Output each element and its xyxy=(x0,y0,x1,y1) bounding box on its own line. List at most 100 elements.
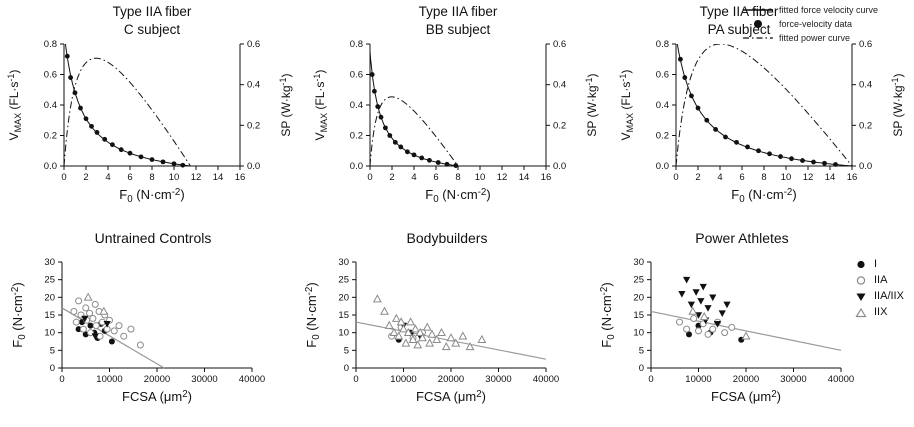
panel-fv-pa-subject: Type IIA fiber PA subject 0 2 4 6 8 10 12 14 16 0… xyxy=(614,0,914,222)
svg-text:4: 4 xyxy=(411,172,416,183)
svg-text:0.8: 0.8 xyxy=(350,39,363,50)
svg-text:30000: 30000 xyxy=(780,374,806,385)
svg-text:30000: 30000 xyxy=(485,374,511,385)
svg-text:0.6: 0.6 xyxy=(350,70,363,81)
svg-text:0: 0 xyxy=(367,172,372,183)
panel-fv-c-subject: Type IIA fiber C subject 0 2 4 6 8 10 12 14 16 0.… xyxy=(2,0,302,222)
legend-item-type-iix: IIX xyxy=(854,304,904,320)
svg-text:0.6: 0.6 xyxy=(44,70,57,81)
scatter-untrained-controls: 0 10000 20000 30000 40000 0 5 10 15 20 25 30 FCSA (μ… xyxy=(10,257,265,404)
svg-text:16: 16 xyxy=(847,172,858,183)
svg-text:2: 2 xyxy=(83,172,88,183)
filled-triangle-down-icon xyxy=(856,293,866,301)
legend-item-fitted-fv-curve: fitted force velocity curve xyxy=(742,3,878,17)
open-circle-icon xyxy=(856,275,866,285)
svg-text:20000: 20000 xyxy=(438,374,464,385)
scatter-bodybuilders: 0 10000 20000 30000 40000 0 5 10 15 20 25 30 FCSA (μ… xyxy=(304,257,559,404)
svg-text:10: 10 xyxy=(475,172,486,183)
svg-text:5: 5 xyxy=(50,345,55,356)
solid-line-icon xyxy=(743,9,773,11)
svg-text:0.4: 0.4 xyxy=(553,80,566,91)
panel-bodybuilders: Bodybuilders 0 10000 20000 30000 40000 0 5 10 15… xyxy=(302,230,592,426)
open-triangle-up-icon xyxy=(855,307,867,317)
svg-text:SP (W·kg-1): SP (W·kg-1) xyxy=(278,73,293,136)
svg-text:0.8: 0.8 xyxy=(656,39,669,50)
svg-text:0.2: 0.2 xyxy=(859,120,872,131)
svg-text:2: 2 xyxy=(389,172,394,183)
svg-text:0: 0 xyxy=(344,363,349,374)
svg-text:F0 (N·cm-2): F0 (N·cm-2) xyxy=(10,282,28,347)
svg-text:F0 (N·cm-2): F0 (N·cm-2) xyxy=(731,187,796,205)
svg-text:40000: 40000 xyxy=(533,374,559,385)
svg-text:20000: 20000 xyxy=(144,374,170,385)
chart-title-line1: Type IIA fiber xyxy=(418,4,498,19)
legend-label-type-i: I xyxy=(874,258,878,270)
svg-text:0.6: 0.6 xyxy=(553,39,566,50)
fiber-type-legend: I IIA IIA/IIX IIX xyxy=(854,256,904,320)
svg-text:0.2: 0.2 xyxy=(44,131,57,142)
svg-text:30000: 30000 xyxy=(191,374,217,385)
svg-text:25: 25 xyxy=(44,275,55,286)
svg-text:10: 10 xyxy=(338,328,349,339)
svg-text:SP (W·kg-1): SP (W·kg-1) xyxy=(890,73,905,136)
panel-power-athletes: Power Athletes 0 10000 20000 30000 40000 0 5 10… xyxy=(597,230,887,426)
svg-text:30: 30 xyxy=(633,257,644,268)
chart-title-bodybuilders: Bodybuilders xyxy=(406,230,488,246)
svg-text:VMAX (FL·s-1): VMAX (FL·s-1) xyxy=(6,70,23,141)
svg-text:0.4: 0.4 xyxy=(656,100,669,111)
svg-text:FCSA (μm2): FCSA (μm2) xyxy=(416,389,486,404)
fv-chart-c-subject: 0 2 4 6 8 10 12 14 160.00.20.40.60.80.00.20.40.6… xyxy=(6,39,293,205)
legend-item-type-iia-iix: IIA/IIX xyxy=(854,288,904,304)
svg-text:0.2: 0.2 xyxy=(350,131,363,142)
svg-text:12: 12 xyxy=(191,172,202,183)
legend-label-type-iia: IIA xyxy=(874,274,888,286)
svg-text:8: 8 xyxy=(149,172,154,183)
svg-text:0.4: 0.4 xyxy=(247,80,260,91)
svg-text:0.0: 0.0 xyxy=(44,161,57,172)
fv-legend: fitted force velocity curve force-veloci… xyxy=(742,3,878,45)
svg-text:25: 25 xyxy=(633,275,644,286)
filled-circle-icon xyxy=(754,20,762,28)
svg-text:0.0: 0.0 xyxy=(656,161,669,172)
svg-text:0.0: 0.0 xyxy=(553,161,566,172)
svg-text:0.4: 0.4 xyxy=(44,100,57,111)
fv-chart-bb-subject: 0 2 4 6 8 10 12 14 160.00.20.40.60.80.00.20.40.6… xyxy=(312,39,599,205)
chart-title-line2: C subject xyxy=(123,21,181,37)
filled-circle-icon xyxy=(857,260,865,268)
svg-text:10000: 10000 xyxy=(96,374,122,385)
chart-title-fv-c: Type IIA fiber C subject xyxy=(2,0,302,38)
svg-text:0: 0 xyxy=(50,363,55,374)
svg-text:10: 10 xyxy=(169,172,180,183)
legend-item-fv-data: force-velocity data xyxy=(742,17,878,31)
svg-text:FCSA (μm2): FCSA (μm2) xyxy=(711,389,781,404)
svg-text:5: 5 xyxy=(344,345,349,356)
svg-text:20: 20 xyxy=(338,292,349,303)
svg-text:30: 30 xyxy=(44,257,55,268)
svg-text:8: 8 xyxy=(761,172,766,183)
svg-text:0.6: 0.6 xyxy=(656,70,669,81)
svg-text:4: 4 xyxy=(105,172,110,183)
legend-item-type-i: I xyxy=(854,256,904,272)
svg-text:0: 0 xyxy=(673,172,678,183)
svg-text:16: 16 xyxy=(235,172,246,183)
svg-text:0.4: 0.4 xyxy=(350,100,363,111)
svg-text:10: 10 xyxy=(781,172,792,183)
chart-title-fv-bb: Type IIA fiber BB subject xyxy=(308,0,608,38)
svg-text:0: 0 xyxy=(59,374,64,385)
svg-text:0: 0 xyxy=(61,172,66,183)
chart-title-line2: PA subject xyxy=(707,21,771,37)
svg-text:0.2: 0.2 xyxy=(656,131,669,142)
svg-text:20: 20 xyxy=(633,292,644,303)
svg-text:0: 0 xyxy=(353,374,358,385)
svg-text:14: 14 xyxy=(213,172,224,183)
scatter-power-athletes: 0 10000 20000 30000 40000 0 5 10 15 20 25 30 FCSA (μ… xyxy=(599,257,854,404)
panel-untrained-controls: Untrained Controls 0 10000 20000 30000 40000… xyxy=(8,230,298,426)
svg-text:5: 5 xyxy=(639,345,644,356)
svg-text:30: 30 xyxy=(338,257,349,268)
svg-text:40000: 40000 xyxy=(828,374,854,385)
svg-text:10000: 10000 xyxy=(685,374,711,385)
chart-title-line2: BB subject xyxy=(425,21,491,37)
svg-text:25: 25 xyxy=(338,275,349,286)
svg-text:10000: 10000 xyxy=(390,374,416,385)
svg-text:12: 12 xyxy=(803,172,814,183)
